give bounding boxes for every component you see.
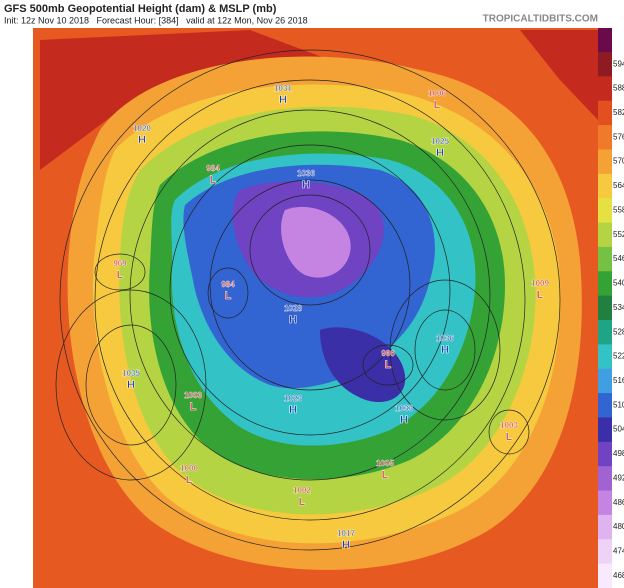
colorbar-label: 528 bbox=[613, 327, 624, 336]
pressure-value: 1023 bbox=[284, 394, 302, 403]
colorbar-label: 534 bbox=[613, 303, 624, 312]
colorbar-swatch bbox=[598, 441, 612, 467]
colorbar-label: 582 bbox=[613, 108, 624, 117]
colorbar-swatch bbox=[598, 100, 612, 126]
center-letter: H bbox=[400, 414, 408, 426]
colorbar-swatch bbox=[598, 76, 612, 102]
colorbar-swatch bbox=[598, 246, 612, 272]
center-letter: L bbox=[225, 290, 232, 302]
colorbar-label: 594 bbox=[613, 59, 624, 68]
center-letter: L bbox=[186, 474, 193, 486]
pressure-value: 1036 bbox=[436, 334, 454, 343]
isobars bbox=[55, 49, 561, 551]
center-letter: H bbox=[436, 147, 444, 159]
center-letter: H bbox=[441, 344, 449, 356]
init-line: Init: 12z Nov 10 2018 Forecast Hour: [38… bbox=[4, 15, 308, 25]
center-letter: L bbox=[210, 174, 217, 186]
colorbar-swatch bbox=[598, 198, 612, 224]
center-letter: H bbox=[289, 404, 297, 416]
pressure-value: 1035 bbox=[122, 369, 140, 378]
colorbar-label: 558 bbox=[613, 205, 624, 214]
center-letter: L bbox=[382, 469, 389, 481]
colorbar-label: 588 bbox=[613, 84, 624, 93]
pressure-value: 1028 bbox=[284, 304, 302, 313]
center-letter: L bbox=[434, 99, 441, 111]
colorbar-swatch bbox=[598, 222, 612, 248]
pressure-value: 1033 bbox=[395, 404, 413, 413]
title: GFS 500mb Geopotential Height (dam) & MS… bbox=[4, 3, 277, 15]
pressure-value: 1009 bbox=[531, 279, 549, 288]
colorbar-label: 546 bbox=[613, 254, 624, 263]
pressure-value: 1031 bbox=[274, 84, 292, 93]
colorbar-label: 504 bbox=[613, 425, 624, 434]
colorbar-swatch bbox=[598, 344, 612, 370]
center-letter: L bbox=[299, 496, 306, 508]
pressure-value: 1025 bbox=[431, 137, 449, 146]
pressure-value: 1000 bbox=[180, 464, 198, 473]
pressure-value: 1003 bbox=[184, 391, 202, 400]
colorbar-cap bbox=[598, 28, 612, 52]
center-letter: H bbox=[302, 179, 310, 191]
colorbar-label: 486 bbox=[613, 498, 624, 507]
colorbar-swatch bbox=[598, 52, 612, 77]
pressure-value: 969 bbox=[113, 259, 127, 268]
colorbar: 594 588 582 576 570 564 558 552 546 540 534 528 522 5… bbox=[598, 28, 624, 588]
center-letter: H bbox=[127, 379, 135, 391]
colorbar-label: 480 bbox=[613, 522, 624, 531]
pressure-value: 1002 bbox=[293, 486, 311, 495]
colorbar-label: 510 bbox=[613, 400, 624, 409]
map bbox=[33, 28, 598, 588]
center-letter: H bbox=[342, 539, 350, 551]
colorbar-swatch bbox=[598, 539, 612, 565]
center-letter: H bbox=[279, 94, 287, 106]
pressure-value: 1005 bbox=[376, 459, 394, 468]
height-field bbox=[520, 30, 598, 120]
colorbar-swatch bbox=[598, 393, 612, 418]
colorbar-label: 576 bbox=[613, 132, 624, 141]
colorbar-swatch bbox=[598, 490, 612, 516]
pressure-value: 984 bbox=[221, 280, 235, 289]
pressure-value: 966 bbox=[381, 349, 395, 358]
colorbar-label: 498 bbox=[613, 449, 624, 458]
pressure-value: 1003 bbox=[500, 421, 518, 430]
center-letter: L bbox=[506, 431, 513, 443]
colorbar-swatch bbox=[598, 466, 612, 492]
colorbar-label: 570 bbox=[613, 157, 624, 166]
colorbar-swatch bbox=[598, 514, 612, 540]
colorbar-label: 474 bbox=[613, 547, 624, 556]
center-letter: L bbox=[117, 269, 124, 281]
colorbar-label: 522 bbox=[613, 352, 624, 361]
colorbar-swatch bbox=[598, 295, 612, 321]
pressure-value: 1006 bbox=[428, 89, 446, 98]
colorbar-label: 468 bbox=[613, 571, 624, 580]
height-field bbox=[281, 206, 351, 278]
colorbar-swatch bbox=[598, 149, 612, 175]
colorbar-swatch bbox=[598, 368, 612, 394]
center-letter: H bbox=[138, 134, 146, 146]
pressure-value: 1017 bbox=[337, 529, 355, 538]
pressure-value: 1020 bbox=[133, 124, 151, 133]
colorbar-swatch bbox=[598, 125, 612, 150]
center-letter: L bbox=[537, 289, 544, 301]
center-letter: L bbox=[190, 401, 197, 413]
colorbar-label: 552 bbox=[613, 230, 624, 239]
colorbar-label: 564 bbox=[613, 181, 624, 190]
height-field bbox=[320, 327, 406, 403]
colorbar-swatch bbox=[598, 271, 612, 297]
colorbar-label: 540 bbox=[613, 279, 624, 288]
colorbar-swatch bbox=[598, 320, 612, 345]
colorbar-swatch bbox=[598, 417, 612, 443]
colorbar-label: 516 bbox=[613, 376, 624, 385]
pressure-value: 984 bbox=[206, 164, 220, 173]
colorbar-label: 492 bbox=[613, 473, 624, 482]
center-letter: L bbox=[385, 359, 392, 371]
colorbar-swatch bbox=[598, 173, 612, 199]
pressure-value: 1036 bbox=[297, 169, 315, 178]
center-letter: H bbox=[289, 314, 297, 326]
watermark: TROPICALTIDBITS.COM bbox=[483, 14, 598, 25]
colorbar-swatch bbox=[598, 563, 612, 588]
